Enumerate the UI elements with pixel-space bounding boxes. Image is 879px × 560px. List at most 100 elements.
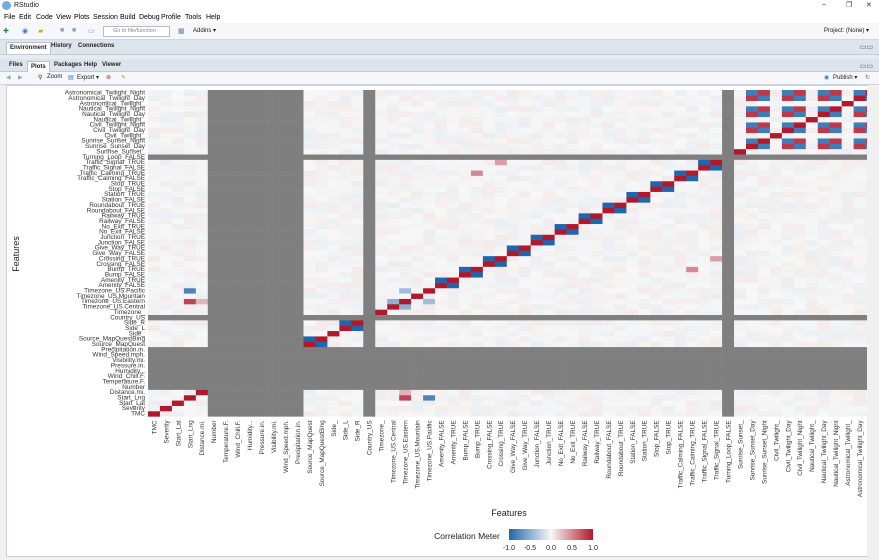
back-arrow-icon[interactable]: ◀ [6, 75, 11, 81]
zoom-icon[interactable]: ⚲ [38, 75, 43, 81]
tab-help[interactable]: Help [84, 62, 98, 68]
heatmap-cell [734, 245, 747, 251]
heatmap-cell [674, 202, 687, 208]
heatmap-cell [458, 271, 472, 278]
heatmap-cell [817, 320, 831, 326]
heatmap-cell [746, 138, 759, 144]
heatmap-cell [674, 346, 687, 353]
grid-icon[interactable]: ▦ [178, 28, 185, 35]
heatmap-cell [351, 223, 364, 230]
heatmap-cell [243, 132, 256, 139]
heatmap-cell [363, 304, 376, 310]
menu-tools[interactable]: Tools [185, 14, 202, 21]
tab-environment[interactable]: Environment [6, 42, 51, 54]
heatmap-cell [243, 400, 256, 406]
heatmap-cell [231, 330, 244, 337]
export-icon[interactable]: ▤ [68, 75, 74, 81]
close-button[interactable]: ✕ [866, 2, 872, 9]
heatmap-cell [578, 405, 591, 412]
heatmap-cell [698, 293, 711, 299]
vertical-scrollbar[interactable] [867, 85, 877, 556]
refresh-icon[interactable]: ↻ [865, 75, 871, 81]
heatmap-cell [171, 218, 185, 225]
heatmap-cell [554, 298, 567, 305]
heatmap-cell [781, 266, 795, 273]
new-project-icon[interactable]: ◉ [22, 28, 29, 35]
heatmap-cell [375, 132, 388, 139]
heatmap-cell [817, 143, 831, 150]
heatmap-cell [506, 127, 520, 134]
remove-plot-icon[interactable]: ⊗ [106, 75, 112, 81]
y-tick-label: Astronomical_Twilight_ [80, 100, 146, 107]
heatmap-cell [686, 154, 699, 160]
heatmap-cell [411, 213, 424, 219]
forward-arrow-icon[interactable]: ▶ [18, 75, 23, 81]
publish-icon[interactable]: ◉ [824, 75, 830, 81]
tab-plots[interactable]: Plots [27, 61, 50, 73]
zoom-button[interactable]: Zoom [47, 74, 63, 80]
heatmap-cell [195, 362, 209, 369]
heatmap-cell [506, 320, 520, 326]
tab-viewer[interactable]: Viewer [102, 62, 122, 68]
clear-all-broom-icon[interactable]: ✎ [121, 75, 127, 81]
menu-session[interactable]: Session [93, 14, 118, 21]
heatmap-cell [518, 255, 532, 262]
heatmap-cell [375, 159, 388, 166]
heatmap-cell [470, 180, 484, 187]
minimize-button[interactable]: – [822, 1, 826, 8]
heatmap-cell [829, 122, 842, 128]
menu-profile[interactable]: Profile [161, 14, 181, 21]
print-icon[interactable]: ▭ [88, 28, 95, 35]
heatmap-cell [435, 234, 448, 241]
heatmap-cell [231, 138, 244, 144]
menu-edit[interactable]: Edit [19, 14, 32, 21]
heatmap-cell [458, 309, 472, 315]
heatmap-cell [542, 239, 555, 246]
menu-view[interactable]: View [56, 14, 72, 21]
tab-history[interactable]: History [51, 43, 72, 49]
menu-help[interactable]: Help [206, 14, 221, 21]
project-dropdown[interactable]: Project: (None) ▾ [823, 28, 869, 34]
heatmap-cell [650, 180, 663, 187]
tab-packages[interactable]: Packages [54, 62, 82, 68]
heatmap-cell [435, 191, 448, 198]
pane-splitter[interactable] [0, 55, 879, 59]
heatmap-cell [399, 346, 412, 353]
addins-dropdown[interactable]: Addins ▾ [193, 28, 217, 34]
heatmap-cell [554, 325, 567, 332]
heatmap-cell [757, 325, 771, 332]
maximize-button[interactable]: ❐ [846, 2, 853, 9]
heatmap-cell [853, 368, 866, 374]
save-icon[interactable]: ■ [60, 27, 65, 34]
heatmap-cell [494, 293, 508, 299]
new-file-icon[interactable]: ✚ [3, 28, 9, 35]
menu-debug[interactable]: Debug [139, 14, 160, 21]
heatmap-cell [327, 352, 340, 358]
heatmap-cell [171, 159, 185, 166]
goto-file-input[interactable]: Go to file/function [103, 26, 170, 37]
heatmap-cell [578, 159, 591, 166]
menu-build[interactable]: Build [120, 14, 136, 21]
menu-plots[interactable]: Plots [74, 14, 90, 21]
heatmap-cell [638, 325, 651, 332]
heatmap-cell [447, 116, 460, 123]
heatmap-cell [757, 170, 771, 176]
heatmap-cell [542, 400, 555, 406]
menu-code[interactable]: Code [36, 14, 53, 21]
heatmap-cell [722, 218, 735, 225]
tab-connections[interactable]: Connections [78, 43, 115, 49]
heatmap-cell [255, 239, 268, 246]
heatmap-cell [829, 143, 842, 150]
save-all-icon[interactable]: ■ [72, 27, 77, 34]
heatmap-cell [291, 304, 304, 310]
heatmap-cell [734, 378, 747, 385]
pane-restore-icon[interactable]: ▭▭ [859, 44, 873, 51]
open-file-icon[interactable]: ▰ [38, 28, 44, 35]
tab-files[interactable]: Files [9, 62, 23, 68]
menu-file[interactable]: File [4, 14, 16, 21]
heatmap-cell [315, 111, 328, 118]
publish-button[interactable]: Publish ▾ [833, 75, 858, 81]
pane-minmax-icon[interactable]: ▭▭ [859, 63, 873, 70]
heatmap-cell [781, 100, 795, 107]
export-button[interactable]: Export ▾ [77, 75, 100, 81]
